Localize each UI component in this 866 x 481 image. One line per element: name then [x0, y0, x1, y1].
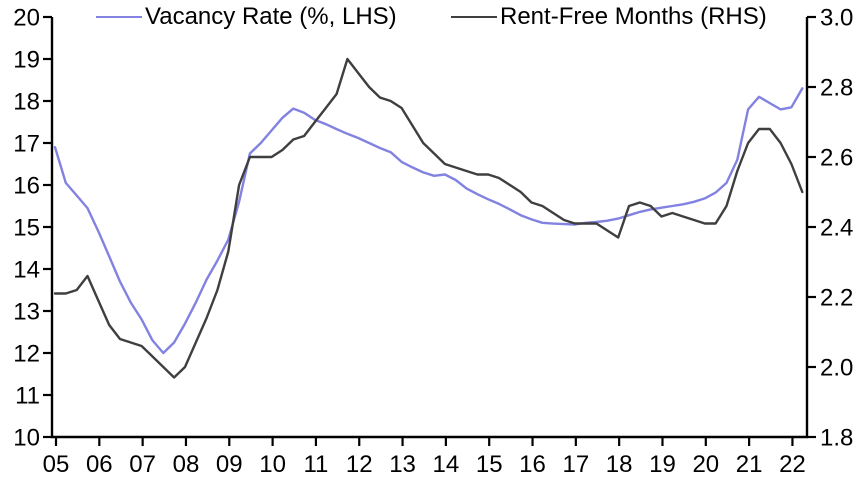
y-axis-right-tick-label: 2.6 [820, 145, 853, 172]
x-axis-tick-label: 19 [649, 451, 676, 478]
x-axis-tick-label: 10 [259, 451, 286, 478]
x-axis-tick-label: 22 [779, 451, 806, 478]
y-axis-left-tick-label: 18 [13, 89, 40, 116]
vacancy-rate-series-line [53, 87, 804, 355]
x-axis-tick-label: 11 [303, 451, 328, 478]
x-axis-tick-label: 08 [173, 451, 200, 478]
y-axis-left-tick-label: 11 [15, 383, 40, 410]
y-axis-left-tick-label: 16 [13, 173, 40, 200]
x-axis-tick-label: 14 [433, 451, 460, 478]
x-axis-tick-label: 06 [86, 451, 113, 478]
x-axis-tick-label: 12 [346, 451, 373, 478]
x-axis-tick-label: 15 [476, 451, 503, 478]
x-axis-tick-label: 07 [129, 451, 156, 478]
x-axis-tick-label: 17 [562, 451, 589, 478]
x-axis-tick-label: 13 [389, 451, 416, 478]
y-axis-right-tick-label: 3.0 [820, 5, 853, 32]
y-axis-left-tick-label: 19 [13, 47, 40, 74]
y-axis-left-tick-label: 12 [13, 341, 40, 368]
x-axis-tick-label: 05 [43, 451, 70, 478]
x-axis-tick-label: 09 [216, 451, 243, 478]
rent-free-months-series-line [53, 57, 804, 379]
y-axis-right-tick-label: 2.4 [820, 215, 853, 242]
y-axis-right-tick-label: 2.0 [820, 355, 853, 382]
x-axis-tick-label: 18 [606, 451, 633, 478]
axis-frame [50, 17, 809, 439]
y-axis-left-tick-label: 15 [13, 215, 40, 242]
y-axis-right-tick-label: 2.2 [820, 285, 853, 312]
x-axis-tick-label: 21 [736, 451, 763, 478]
y-axis-left-tick-label: 10 [13, 425, 40, 452]
y-axis-left-tick-label: 13 [13, 299, 40, 326]
x-axis-tick-label: 16 [519, 451, 546, 478]
y-axis-right-tick-label: 2.8 [820, 75, 853, 102]
y-axis-left-tick-label: 17 [13, 131, 40, 158]
x-axis-tick-label: 20 [692, 451, 719, 478]
y-axis-left-tick-label: 14 [13, 257, 40, 284]
y-axis-right-tick-label: 1.8 [820, 425, 853, 452]
y-axis-left-tick-label: 20 [13, 5, 40, 32]
